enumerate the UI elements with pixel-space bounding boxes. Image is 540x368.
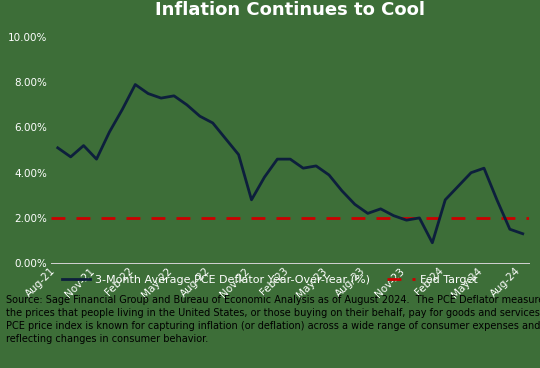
- Text: Source: Sage Financial Group and Bureau of Economic Analysis as of August 2024. : Source: Sage Financial Group and Bureau …: [6, 294, 540, 344]
- Legend: 3-Month Average PCE Deflator Year-Over-Year (%), Fed Target: 3-Month Average PCE Deflator Year-Over-Y…: [58, 270, 482, 289]
- Title: Inflation Continues to Cool: Inflation Continues to Cool: [156, 1, 426, 19]
